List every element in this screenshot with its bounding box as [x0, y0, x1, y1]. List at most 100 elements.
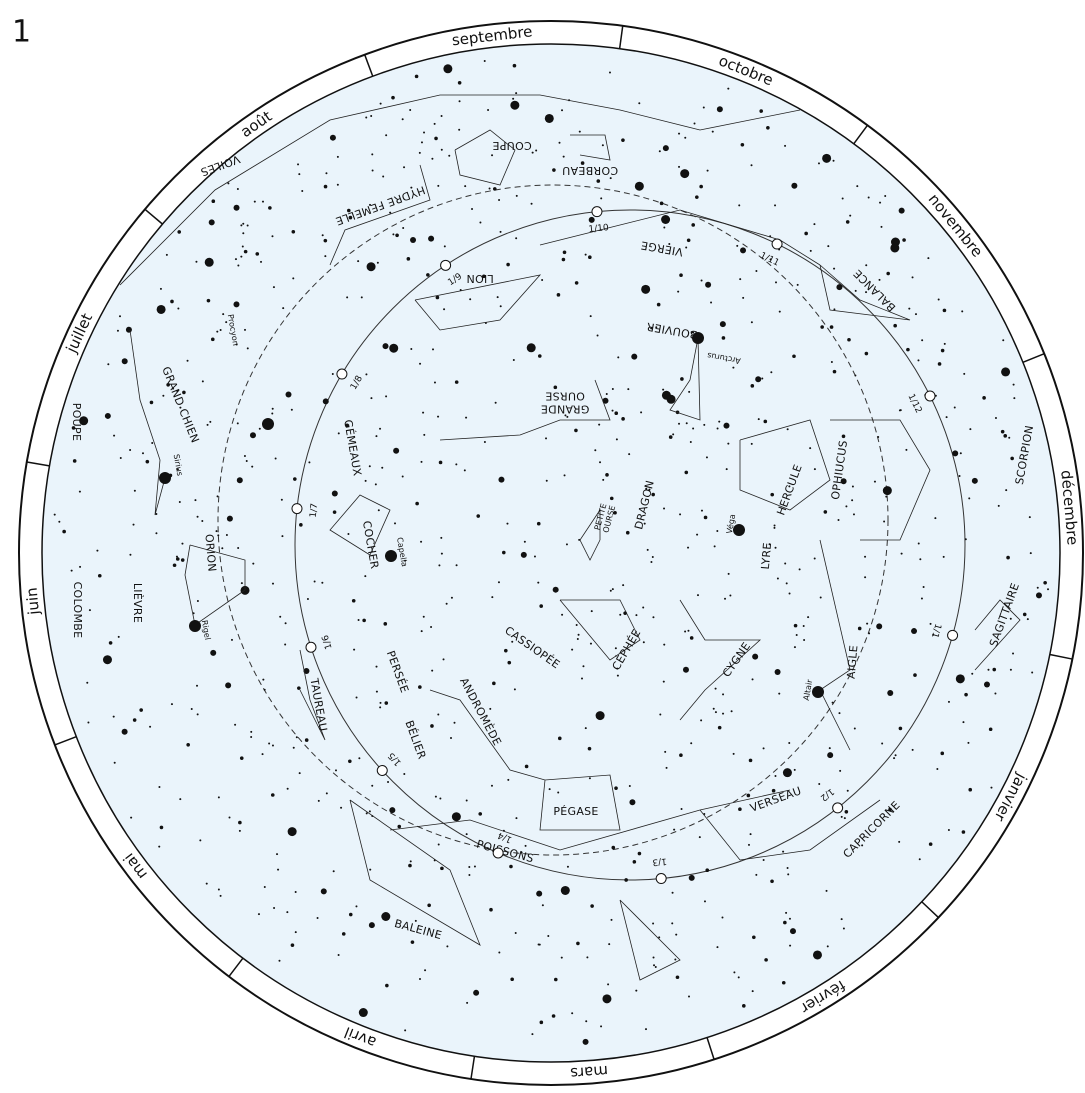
star	[245, 459, 248, 462]
star	[687, 546, 690, 549]
star	[284, 622, 287, 625]
star	[210, 337, 215, 342]
star	[722, 712, 725, 715]
star	[180, 558, 185, 562]
star	[594, 449, 597, 452]
star	[693, 122, 696, 125]
star	[88, 609, 91, 612]
star	[888, 807, 892, 812]
star	[257, 913, 260, 916]
star	[334, 769, 337, 772]
star	[208, 219, 215, 226]
star	[886, 271, 890, 276]
star	[498, 476, 505, 483]
star	[640, 411, 643, 414]
star	[588, 255, 592, 260]
star	[673, 828, 676, 831]
star	[162, 394, 165, 397]
star	[887, 689, 894, 696]
star	[539, 1020, 544, 1025]
star	[551, 1014, 556, 1018]
star	[351, 598, 356, 603]
star	[561, 109, 564, 112]
star	[62, 529, 66, 534]
star	[440, 148, 443, 151]
star	[729, 594, 732, 597]
ring-divider	[144, 208, 163, 225]
star	[393, 447, 400, 454]
star	[97, 573, 102, 578]
bright-star	[385, 550, 397, 562]
star	[755, 270, 758, 273]
star	[879, 201, 882, 204]
star	[774, 775, 777, 778]
star	[868, 632, 871, 635]
star	[381, 466, 384, 469]
star	[789, 928, 796, 935]
star	[437, 184, 440, 187]
star	[290, 408, 293, 411]
constellation-line	[679, 599, 762, 721]
star	[566, 865, 569, 868]
star	[746, 793, 751, 798]
star	[917, 359, 920, 362]
star	[617, 356, 620, 359]
constellation-line	[119, 94, 801, 286]
star	[190, 708, 193, 711]
star	[96, 549, 99, 552]
star	[882, 486, 892, 496]
star	[443, 64, 453, 74]
star	[423, 433, 426, 436]
star	[773, 526, 776, 529]
star	[250, 730, 253, 733]
star	[250, 735, 253, 738]
star	[401, 475, 404, 478]
star	[58, 520, 61, 523]
star	[252, 562, 255, 565]
star	[832, 159, 835, 162]
star	[1047, 588, 1050, 591]
star	[911, 276, 914, 279]
star	[696, 594, 699, 597]
star	[588, 216, 595, 223]
star	[104, 412, 111, 419]
star	[703, 515, 708, 520]
star	[987, 668, 990, 671]
star	[370, 115, 373, 118]
star	[783, 920, 787, 925]
star	[632, 860, 637, 864]
star	[237, 546, 240, 549]
star	[70, 569, 73, 572]
star	[506, 522, 509, 525]
star	[236, 422, 239, 425]
star	[445, 602, 448, 605]
star	[971, 672, 974, 675]
star	[336, 183, 339, 186]
star	[849, 214, 852, 217]
star	[410, 348, 413, 351]
star	[544, 113, 554, 123]
star	[420, 630, 423, 633]
star	[324, 255, 327, 258]
star	[727, 442, 730, 445]
star	[947, 829, 950, 832]
star	[368, 922, 375, 929]
star	[700, 509, 703, 512]
star	[679, 513, 682, 516]
star	[750, 442, 753, 445]
star	[149, 725, 152, 728]
star	[671, 891, 674, 894]
star	[226, 515, 233, 522]
star	[885, 495, 888, 498]
star	[990, 786, 993, 789]
star	[614, 647, 617, 650]
star	[631, 353, 638, 360]
star	[463, 469, 466, 472]
ring-divider	[618, 25, 624, 49]
star	[952, 450, 959, 457]
star	[468, 874, 471, 877]
star	[368, 810, 371, 813]
star	[371, 169, 374, 172]
constellation-line	[579, 508, 601, 561]
star	[786, 866, 789, 869]
